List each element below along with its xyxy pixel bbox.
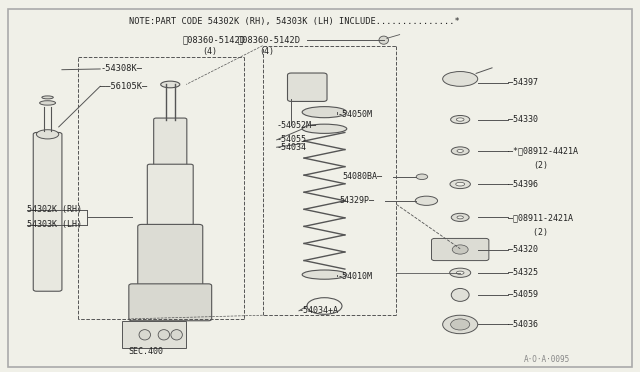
FancyBboxPatch shape	[431, 238, 489, 260]
Ellipse shape	[456, 271, 464, 275]
Ellipse shape	[36, 130, 59, 139]
Text: NOTE:PART CODE 54302K (RH), 54303K (LH) INCLUDE...............*: NOTE:PART CODE 54302K (RH), 54303K (LH) …	[129, 17, 460, 26]
Ellipse shape	[416, 174, 428, 180]
Text: 54080BA—: 54080BA—	[342, 172, 382, 181]
Ellipse shape	[451, 213, 469, 221]
Text: (2): (2)	[534, 228, 554, 237]
Text: —54320: —54320	[508, 245, 538, 254]
FancyBboxPatch shape	[33, 132, 62, 291]
Ellipse shape	[451, 115, 470, 124]
FancyBboxPatch shape	[129, 284, 212, 321]
FancyBboxPatch shape	[138, 224, 203, 292]
Text: -54010M: -54010M	[337, 272, 372, 281]
Ellipse shape	[302, 124, 347, 134]
Ellipse shape	[158, 330, 170, 340]
Text: (4): (4)	[259, 47, 275, 56]
Text: —54397: —54397	[508, 78, 538, 87]
Text: (4): (4)	[202, 47, 217, 56]
Text: -54052M—: -54052M—	[276, 121, 317, 129]
FancyBboxPatch shape	[122, 321, 186, 349]
Text: —*Ⓞ08912-4421A: —*Ⓞ08912-4421A	[508, 147, 578, 155]
Ellipse shape	[161, 81, 180, 88]
Text: (2): (2)	[534, 161, 548, 170]
Ellipse shape	[443, 315, 477, 334]
Ellipse shape	[456, 118, 464, 121]
Text: 54329P—: 54329P—	[339, 196, 374, 205]
FancyBboxPatch shape	[154, 118, 187, 169]
Ellipse shape	[443, 71, 477, 86]
Ellipse shape	[457, 150, 463, 153]
Text: —54325: —54325	[508, 268, 538, 277]
Ellipse shape	[415, 196, 438, 205]
Text: Ⓝ08360-5142D: Ⓝ08360-5142D	[183, 36, 246, 45]
Ellipse shape	[450, 268, 470, 278]
Text: -54055: -54055	[276, 135, 307, 144]
Text: 54303K (LH): 54303K (LH)	[27, 220, 82, 229]
FancyBboxPatch shape	[8, 9, 632, 367]
Ellipse shape	[302, 270, 347, 279]
Text: —Ⓞ08911-2421A: —Ⓞ08911-2421A	[508, 213, 573, 222]
Text: -54050M: -54050M	[337, 109, 372, 119]
Text: 54302K (RH): 54302K (RH)	[27, 205, 82, 215]
Ellipse shape	[457, 216, 463, 219]
Text: -54034+A: -54034+A	[299, 306, 339, 315]
Text: ——56105K—: ——56105K—	[100, 82, 147, 91]
Ellipse shape	[451, 288, 469, 301]
Ellipse shape	[42, 96, 53, 99]
Ellipse shape	[379, 36, 388, 44]
Text: —54330: —54330	[508, 115, 538, 124]
Text: A·O·A·0095: A·O·A·0095	[524, 355, 570, 364]
Ellipse shape	[139, 330, 150, 340]
Ellipse shape	[451, 147, 469, 155]
FancyBboxPatch shape	[287, 73, 327, 102]
Text: Ⓝ08360-5142D: Ⓝ08360-5142D	[237, 36, 300, 45]
Ellipse shape	[40, 101, 56, 105]
Text: —54396: —54396	[508, 180, 538, 189]
Text: —54036: —54036	[508, 320, 538, 329]
Text: -54034: -54034	[276, 143, 307, 152]
Ellipse shape	[302, 107, 347, 118]
Ellipse shape	[452, 245, 468, 254]
FancyBboxPatch shape	[147, 164, 193, 232]
Text: —54059: —54059	[508, 291, 538, 299]
Text: -54308K—: -54308K—	[100, 64, 142, 73]
Ellipse shape	[451, 319, 470, 330]
Ellipse shape	[456, 182, 465, 186]
Text: SEC.400: SEC.400	[129, 347, 164, 356]
Ellipse shape	[450, 180, 470, 189]
Ellipse shape	[171, 330, 182, 340]
